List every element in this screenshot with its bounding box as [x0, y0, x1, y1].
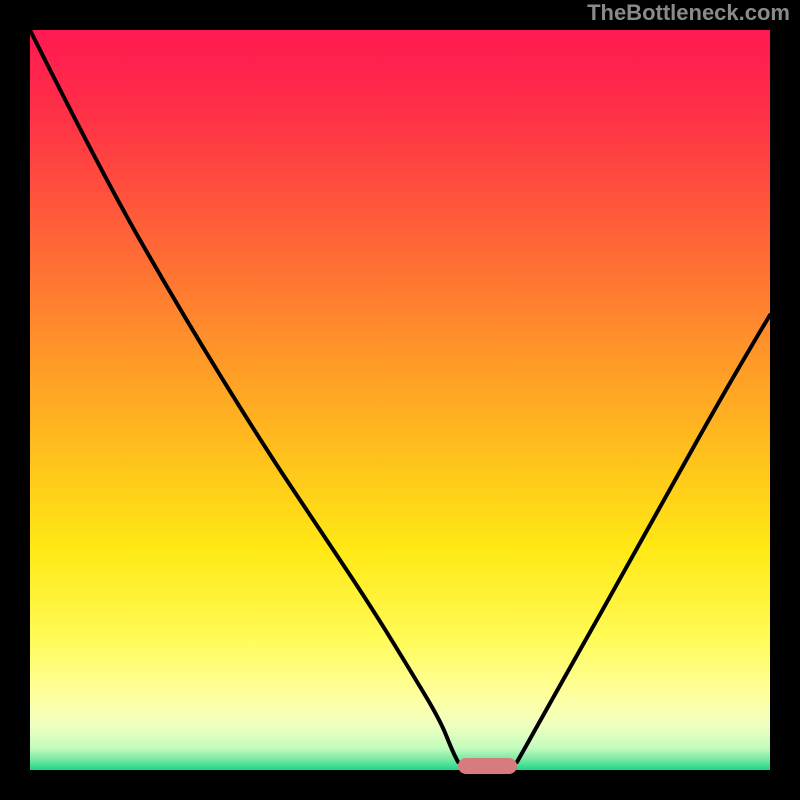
chart-background — [30, 30, 770, 770]
optimal-marker — [458, 758, 517, 774]
figure-container: TheBottleneck.com — [0, 0, 800, 800]
bottleneck-chart — [0, 0, 800, 800]
watermark-text: TheBottleneck.com — [587, 0, 790, 26]
